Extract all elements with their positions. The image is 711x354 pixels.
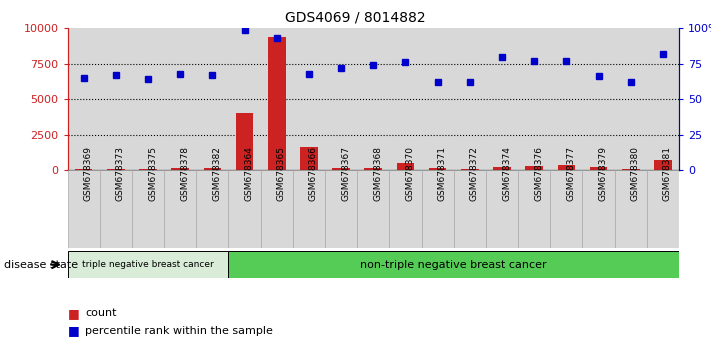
Bar	[654, 160, 672, 170]
Bar	[261, 170, 293, 248]
Bar	[261, 28, 293, 170]
Bar	[486, 28, 518, 170]
Bar	[68, 251, 228, 278]
Bar	[397, 163, 415, 170]
Text: GSM678367: GSM678367	[341, 146, 350, 201]
Bar	[429, 168, 447, 170]
Text: GSM678371: GSM678371	[438, 146, 447, 201]
Text: non-triple negative breast cancer: non-triple negative breast cancer	[360, 259, 547, 270]
Bar	[454, 170, 486, 248]
Bar	[164, 170, 196, 248]
Text: GDS4069 / 8014882: GDS4069 / 8014882	[285, 11, 426, 25]
Bar	[614, 170, 647, 248]
Bar	[100, 170, 132, 248]
Text: triple negative breast cancer: triple negative breast cancer	[82, 260, 214, 269]
Text: GSM678382: GSM678382	[213, 146, 221, 201]
Bar	[461, 169, 479, 170]
Bar	[357, 170, 390, 248]
Bar	[557, 165, 575, 170]
Bar	[614, 28, 647, 170]
Text: ■: ■	[68, 307, 80, 320]
Bar	[589, 167, 607, 170]
Text: ■: ■	[68, 325, 80, 337]
Bar	[107, 169, 124, 170]
Text: count: count	[85, 308, 117, 318]
Bar	[525, 166, 543, 170]
Text: GSM678370: GSM678370	[405, 146, 415, 201]
Bar	[196, 170, 228, 248]
Bar	[486, 170, 518, 248]
Text: GSM678364: GSM678364	[245, 146, 254, 201]
Text: GSM678381: GSM678381	[663, 146, 672, 201]
Bar	[132, 28, 164, 170]
Bar	[518, 28, 550, 170]
Text: percentile rank within the sample: percentile rank within the sample	[85, 326, 273, 336]
Bar	[325, 28, 357, 170]
Text: GSM678379: GSM678379	[599, 146, 608, 201]
Text: GSM678377: GSM678377	[567, 146, 575, 201]
Bar	[582, 170, 614, 248]
Bar	[582, 28, 614, 170]
Bar	[100, 28, 132, 170]
Bar	[171, 168, 189, 170]
Bar	[139, 169, 157, 170]
Bar	[164, 28, 196, 170]
Bar	[357, 28, 390, 170]
Text: GSM678365: GSM678365	[277, 146, 286, 201]
Text: GSM678376: GSM678376	[534, 146, 543, 201]
Bar	[293, 170, 325, 248]
Bar	[647, 28, 679, 170]
Text: GSM678375: GSM678375	[148, 146, 157, 201]
Bar	[622, 169, 640, 170]
Bar	[196, 28, 228, 170]
Text: GSM678366: GSM678366	[309, 146, 318, 201]
Text: GSM678368: GSM678368	[373, 146, 383, 201]
Bar	[422, 170, 454, 248]
Bar	[228, 28, 261, 170]
Text: GSM678372: GSM678372	[470, 146, 479, 201]
Bar	[550, 170, 582, 248]
Bar	[390, 28, 422, 170]
Bar	[647, 170, 679, 248]
Text: GSM678373: GSM678373	[116, 146, 125, 201]
Bar	[493, 167, 510, 170]
Bar	[228, 251, 695, 278]
Bar	[550, 28, 582, 170]
Bar	[75, 169, 92, 170]
Bar	[268, 37, 286, 170]
Bar	[325, 170, 357, 248]
Text: GSM678380: GSM678380	[631, 146, 640, 201]
Text: disease state: disease state	[4, 259, 77, 270]
Bar	[365, 168, 382, 170]
Bar	[203, 168, 221, 170]
Bar	[300, 147, 318, 170]
Bar	[68, 170, 100, 248]
Text: GSM678374: GSM678374	[502, 146, 511, 201]
Bar	[332, 168, 350, 170]
Bar	[68, 28, 100, 170]
Bar	[293, 28, 325, 170]
Bar	[132, 170, 164, 248]
Text: GSM678369: GSM678369	[84, 146, 92, 201]
Bar	[390, 170, 422, 248]
Bar	[454, 28, 486, 170]
Bar	[518, 170, 550, 248]
Bar	[422, 28, 454, 170]
Text: GSM678378: GSM678378	[180, 146, 189, 201]
Bar	[235, 113, 253, 170]
Bar	[228, 170, 261, 248]
